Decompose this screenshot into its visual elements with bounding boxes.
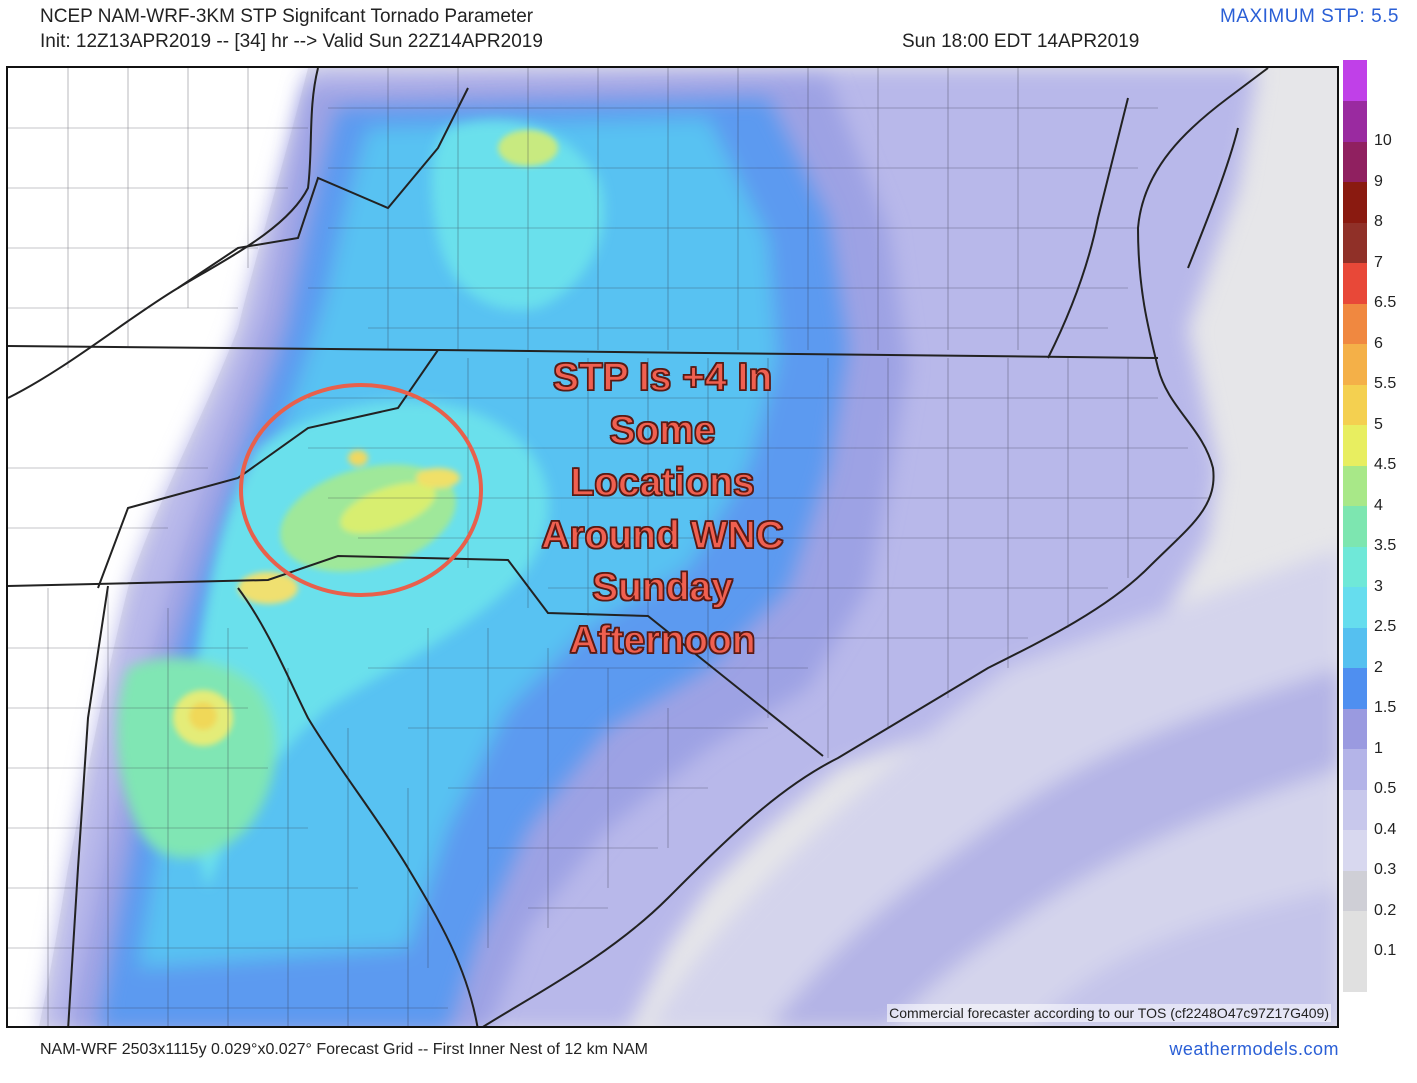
maximum-stp-value: MAXIMUM STP: 5.5 xyxy=(1219,6,1399,27)
legend-label: 5 xyxy=(1374,415,1383,433)
stp-4.5-wnc-2 xyxy=(348,450,368,466)
legend-swatch xyxy=(1343,586,1367,628)
legend-swatch xyxy=(1343,141,1367,183)
legend-label: 2 xyxy=(1374,658,1383,676)
legend-label: 10 xyxy=(1374,132,1392,150)
commercial-notice: Commercial forecaster according to our T… xyxy=(887,1004,1331,1022)
annotation-line: Some xyxy=(609,408,717,452)
annotation-line: STP Is +4 In xyxy=(552,355,773,399)
legend-label: 1 xyxy=(1374,739,1383,757)
county-lines xyxy=(8,68,1208,1026)
annotation-line: Sunday xyxy=(591,565,733,609)
legend-label: 8 xyxy=(1374,213,1383,231)
legend-swatch xyxy=(1343,384,1367,426)
annotation-line: Afternoon xyxy=(569,618,757,662)
stp-3-ga xyxy=(117,657,277,858)
legend-label: 1.5 xyxy=(1374,699,1397,717)
legend-label: 5.5 xyxy=(1374,375,1397,393)
grid-info: NAM-WRF 2503x1115y 0.029°x0.027° Forecas… xyxy=(40,1041,648,1058)
legend-swatch xyxy=(1343,748,1367,790)
map-panel: Commercial forecaster according to our T… xyxy=(6,66,1339,1028)
legend-swatch xyxy=(1343,424,1367,466)
stp-4.5-ga xyxy=(189,702,217,730)
stp-ocean-band xyxy=(771,669,1337,1026)
init-valid-time: Init: 12Z13APR2019 -- [34] hr --> Valid … xyxy=(40,31,543,52)
legend-swatch xyxy=(1343,181,1367,223)
stp-map xyxy=(8,68,1337,1026)
legend-swatch xyxy=(1343,708,1367,750)
legend-label: 0.5 xyxy=(1374,780,1397,798)
legend-swatch xyxy=(1343,60,1367,102)
legend-label: 6.5 xyxy=(1374,294,1397,312)
stp-annotation: STP Is +4 In Some Locations Around WNC S… xyxy=(490,352,835,667)
highlight-circle xyxy=(239,383,483,597)
legend-swatch xyxy=(1343,546,1367,588)
site-link[interactable]: weathermodels.com xyxy=(1169,1039,1339,1059)
stp-4-wnc xyxy=(340,482,436,534)
legend-swatch xyxy=(1343,829,1367,871)
delmarva xyxy=(1187,127,1239,269)
legend-label: 0.3 xyxy=(1374,861,1397,879)
stp-0.4-ocean xyxy=(650,549,1337,1026)
legend-swatch xyxy=(1343,870,1367,912)
legend-swatch xyxy=(1343,100,1367,142)
legend-label: 3.5 xyxy=(1374,537,1397,555)
legend-swatch xyxy=(1343,262,1367,304)
legend-swatch xyxy=(1343,789,1367,831)
legend-swatch xyxy=(1343,627,1367,669)
legend-label: 7 xyxy=(1374,253,1383,271)
legend-swatch xyxy=(1343,951,1367,993)
stp-2.5-band xyxy=(187,401,549,888)
legend-label: 0.4 xyxy=(1374,820,1397,838)
local-valid-time: Sun 18:00 EDT 14APR2019 xyxy=(902,31,1140,52)
tn-nc-border xyxy=(97,349,439,589)
legend-label: 0.2 xyxy=(1374,901,1397,919)
annotation-line: Around WNC xyxy=(540,513,784,557)
legend-label: 0.1 xyxy=(1374,942,1397,960)
legend-label: 6 xyxy=(1374,334,1383,352)
chart-title: NCEP NAM-WRF-3KM STP Signifcant Tornado … xyxy=(40,6,534,27)
al-ga-border xyxy=(67,585,109,1026)
stp-offshore-band xyxy=(1031,888,1337,1026)
chesapeake xyxy=(1047,97,1129,359)
coastline xyxy=(482,68,1269,1026)
annotation-line: Locations xyxy=(570,460,756,504)
legend-swatch xyxy=(1343,505,1367,547)
legend-label: 4.5 xyxy=(1374,456,1397,474)
legend-swatch xyxy=(1343,343,1367,385)
stp-4.5-wnc xyxy=(416,468,460,488)
legend-label: 4 xyxy=(1374,496,1383,514)
legend-label: 3 xyxy=(1374,577,1383,595)
legend-swatch xyxy=(1343,222,1367,264)
color-legend xyxy=(1343,60,1367,993)
legend-swatch xyxy=(1343,667,1367,709)
legend-label: 2.5 xyxy=(1374,618,1397,636)
ky-va-border xyxy=(8,68,319,399)
ga-sc-border xyxy=(237,587,479,1026)
legend-swatch xyxy=(1343,910,1367,952)
legend-swatch xyxy=(1343,465,1367,507)
legend-label: 9 xyxy=(1374,172,1383,190)
legend-swatch xyxy=(1343,303,1367,345)
